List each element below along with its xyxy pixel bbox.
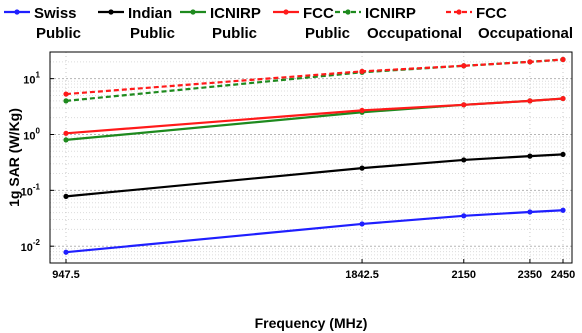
legend: Swiss Public Indian Public ICNIRP Public FCC Pu… <box>4 5 573 42</box>
series-line <box>65 58 564 102</box>
data-point <box>461 63 467 69</box>
x-tick-label: 1842.5 <box>345 269 379 281</box>
legend-label: Occupational <box>478 25 573 42</box>
data-point <box>527 209 533 215</box>
y-axis-title: 1g SAR (W/Kg) <box>6 108 22 207</box>
data-point <box>359 165 365 171</box>
x-axis-ticks: 947.5 1842.5 2150 2350 2450 <box>52 259 575 281</box>
series-swiss-public <box>63 207 566 255</box>
series-fcc-occupational <box>63 56 566 97</box>
x-tick-label: 947.5 <box>52 269 80 281</box>
series-line <box>65 58 564 96</box>
legend-label: Occupational <box>367 25 462 42</box>
legend-label: Public <box>305 25 350 42</box>
legend-item: FCC Occupational <box>446 5 573 42</box>
series-fcc-public <box>63 95 566 136</box>
data-point <box>359 107 365 114</box>
data-point <box>63 249 69 255</box>
legend-marker <box>190 9 196 15</box>
x-axis-title: Frequency (MHz) <box>255 315 368 331</box>
legend-item: Swiss Public <box>4 5 81 42</box>
data-point <box>527 59 533 65</box>
data-point <box>461 213 467 219</box>
data-point <box>359 221 365 227</box>
legend-label: Public <box>130 25 175 42</box>
data-point <box>461 102 467 108</box>
legend-item: FCC Public <box>273 5 350 42</box>
legend-label: Swiss <box>34 5 77 22</box>
series-line <box>65 97 564 142</box>
legend-item: ICNIRP Occupational <box>335 5 462 42</box>
data-point <box>63 137 69 143</box>
legend-label: Public <box>36 25 81 42</box>
data-point <box>63 130 69 136</box>
data-point <box>359 68 365 74</box>
legend-label: FCC <box>476 5 507 22</box>
legend-label: ICNIRP <box>365 5 416 22</box>
data-point <box>63 91 69 97</box>
data-point <box>560 95 566 102</box>
legend-marker <box>345 9 351 15</box>
legend-marker <box>456 9 462 15</box>
data-point <box>461 157 467 163</box>
y-axis-ticks: 10-2 10-1 100 101 <box>21 71 54 254</box>
x-tick-label: 2350 <box>518 269 542 281</box>
legend-label: FCC <box>303 5 334 22</box>
plot-area-frame <box>49 51 573 264</box>
y-tick-label: 101 <box>23 71 40 87</box>
x-tick-label: 2450 <box>551 269 575 281</box>
legend-marker <box>108 9 114 15</box>
data-point <box>527 98 533 104</box>
series-indian-public <box>63 151 566 199</box>
data-point <box>63 193 69 199</box>
legend-item: Indian Public <box>98 5 175 42</box>
legend-marker <box>14 9 20 15</box>
legend-marker <box>283 9 289 15</box>
y-tick-label: 100 <box>23 126 40 142</box>
data-point <box>560 151 566 158</box>
y-tick-label: 10-1 <box>21 182 41 198</box>
data-point <box>560 56 566 63</box>
legend-label: Public <box>212 25 257 42</box>
data-point <box>63 98 69 104</box>
y-tick-label: 10-2 <box>21 238 41 254</box>
series-layer <box>63 56 566 255</box>
data-point <box>527 153 533 159</box>
legend-label: Indian <box>128 5 172 22</box>
x-tick-label: 2150 <box>452 269 476 281</box>
legend-item: ICNIRP Public <box>180 5 261 42</box>
legend-label: ICNIRP <box>210 5 261 22</box>
data-point <box>560 207 566 213</box>
